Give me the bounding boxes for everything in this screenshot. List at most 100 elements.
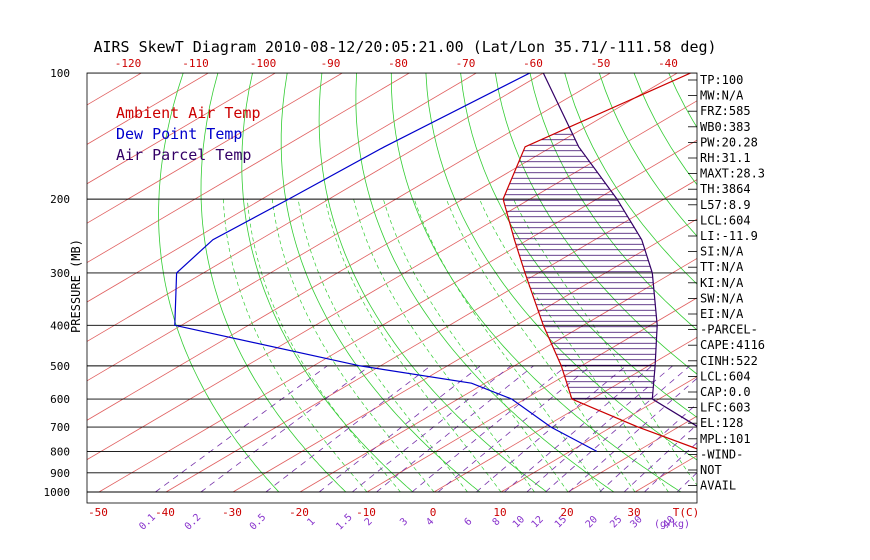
index-item: MPL:101 [700,432,751,446]
bottom-temp-unit-label: T(C) [673,506,700,519]
index-item: LCL:604 [700,369,751,383]
top-temp-tick-label: -100 [250,57,277,70]
isotherm-line [87,73,544,342]
mixing-ratio-line [318,365,481,493]
pressure-tick-label: 700 [50,421,70,434]
index-item: EI:N/A [700,307,744,321]
series-line-dew-point-temp [174,73,598,452]
bottom-temp-tick-label: 10 [493,506,506,519]
pressure-tick-label: 1000 [44,486,71,499]
index-item: LI:-11.9 [700,229,758,243]
mixing-ratio-line [437,365,591,493]
mixing-ratio-line [411,365,567,493]
pressure-tick-label: 800 [50,445,70,458]
isotherm-line [366,297,697,493]
dry-adiabat-line [390,73,682,493]
dry-adiabat-line [807,73,870,492]
isotherm-line [299,258,697,493]
index-item: -PARCEL- [700,323,758,337]
isotherm-line [836,73,870,492]
bottom-temp-tick-label: -10 [356,506,376,519]
index-item: LCL:604 [700,213,751,227]
isotherm-line [0,73,7,492]
isotherm-line [87,73,477,303]
top-temp-tick-label: -120 [115,57,142,70]
mixing-ratio-line [568,377,697,493]
dry-adiabat-line [564,73,697,285]
index-item: FRZ:585 [700,104,751,118]
bottom-temp-tick-label: 30 [627,506,640,519]
mixing-ratio-tick-label: 1.5 [334,512,355,533]
series-lines [174,73,697,452]
mixing-ratio-tick-label: 20 [584,514,600,530]
top-temp-tick-label: -50 [591,57,611,70]
dry-adiabat-line [355,73,615,493]
index-item: AVAIL [700,479,736,493]
isotherm-line [433,336,697,493]
mixing-ratio-tick-label: 3 [398,516,410,528]
dry-adiabat-line [425,73,697,461]
mixing-ratio-tick-label: 0.2 [183,512,204,533]
bottom-temp-tick-label: 0 [430,506,437,519]
moist-adiabat-line [297,199,468,493]
isotherm-line [87,73,343,224]
isotherm-line [567,415,697,493]
index-item: CAPE:4116 [700,338,765,352]
top-temp-tick-label: -80 [388,57,408,70]
dry-adiabat-line [158,73,280,493]
isotherm-line [87,100,697,461]
index-item: TH:3864 [700,182,751,196]
dry-adiabat-line [200,73,347,493]
legend: Ambient Air Temp Dew Point Temp Air Parcel… [116,104,261,164]
series-line-air-parcel-temp [542,73,697,427]
y-axis-label: PRESSURE (MB) [69,239,83,333]
dry-adiabat-line [494,73,697,375]
index-item: SI:N/A [700,245,744,259]
mixing-ratio-line [644,442,697,493]
top-temp-tick-label: -70 [456,57,476,70]
isotherm-line [87,73,209,145]
dry-adiabat-line [842,73,870,492]
isotherm-line [98,139,697,493]
isotherm-line [165,179,697,493]
mixing-ratio-line [599,403,697,493]
index-item: MW:N/A [700,89,744,103]
isotherm-line [769,73,870,492]
index-item: TT:N/A [700,260,744,274]
moist-adiabat-line [271,199,435,493]
bottom-temp-tick-label: -20 [289,506,309,519]
mixing-ratio-tick-label: 10 [511,514,527,530]
legend-item: Air Parcel Temp [116,146,251,164]
index-item: TP:100 [700,73,743,87]
pressure-tick-label: 900 [50,467,70,480]
bottom-temp-tick-label: -50 [88,506,108,519]
isotherm-line [87,73,410,264]
plot-frame [86,72,698,504]
dry-adiabat-line [773,73,870,492]
dry-adiabat-line [280,73,481,493]
pressure-tick-label: 300 [50,267,70,280]
mixing-ratio-line [155,365,328,493]
moist-adiabat-line [382,198,569,493]
top-temp-tick-label: -40 [658,57,678,70]
legend-item: Dew Point Temp [116,125,242,143]
index-item: -WIND- [700,447,743,461]
dry-adiabat-line [241,73,414,493]
series-line-ambient-air-temp [502,73,697,450]
index-item: EL:128 [700,416,743,430]
isotherm-line [87,73,611,382]
index-item: CAP:0.0 [700,385,751,399]
index-item: L57:8.9 [700,198,751,212]
mixing-ratio-line [676,472,697,493]
chart-title: AIRS SkewT Diagram 2010-08-12/20:05:21.0… [93,38,716,56]
index-item: NOT [700,463,722,477]
pressure-tick-label: 200 [50,193,70,206]
mixing-ratio-unit-label: (g/kg) [654,519,690,530]
isotherm-line [500,376,697,493]
dry-adiabat-line [318,73,548,493]
mixing-ratio-line [504,365,653,493]
index-item: RH:31.1 [700,151,751,165]
pressure-tick-label: 600 [50,393,70,406]
mixing-ratio-line [351,365,512,493]
